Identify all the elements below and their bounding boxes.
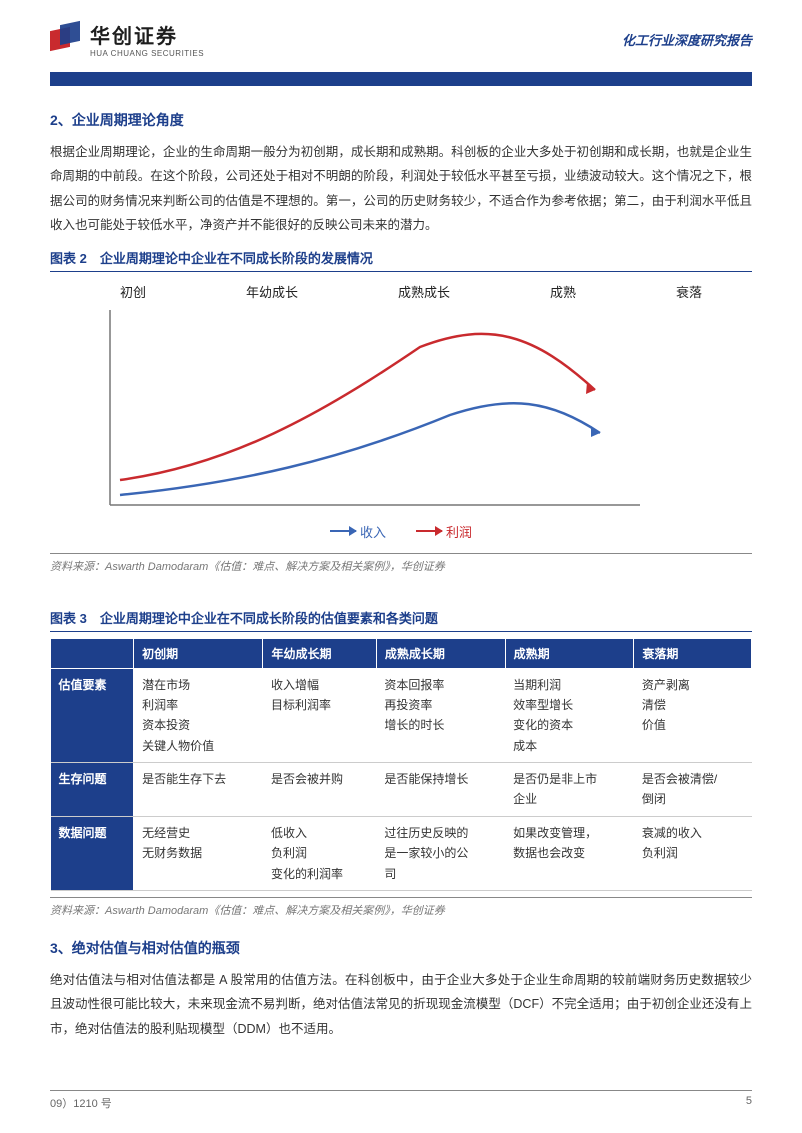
table-cell: 是否会被并购 bbox=[263, 763, 376, 817]
section-2-body: 根据企业周期理论，企业的生命周期一般分为初创期，成长期和成熟期。科创板的企业大多… bbox=[50, 140, 752, 238]
figure-3-title: 图表 3 企业周期理论中企业在不同成长阶段的估值要素和各类问题 bbox=[50, 608, 752, 632]
table-row: 数据问题无经营史无财务数据低收入负利润变化的利润率过往历史反映的是一家较小的公司… bbox=[51, 816, 752, 890]
footer-left: 09）1210 号 bbox=[50, 1095, 112, 1111]
stage-label: 初创 bbox=[120, 282, 146, 301]
table-cell: 收入增幅目标利润率 bbox=[263, 668, 376, 763]
lifecycle-curve-svg bbox=[90, 305, 650, 515]
stage-labels: 初创 年幼成长 成熟成长 成熟 衰落 bbox=[90, 282, 712, 305]
brand-en: HUA CHUANG SECURITIES bbox=[90, 49, 204, 58]
col-header: 成熟期 bbox=[505, 638, 634, 668]
logo-icon bbox=[50, 23, 82, 55]
table-cell: 潜在市场利润率资本投资关键人物价值 bbox=[134, 668, 263, 763]
section-3-title: 3、绝对估值与相对估值的瓶颈 bbox=[50, 938, 752, 958]
table-cell: 资本回报率再投资率增长的时长 bbox=[376, 668, 505, 763]
table-cell: 是否会被清偿/倒闭 bbox=[634, 763, 752, 817]
table-row: 估值要素潜在市场利润率资本投资关键人物价值收入增幅目标利润率资本回报率再投资率增… bbox=[51, 668, 752, 763]
legend-profit: 利润 bbox=[446, 522, 472, 541]
table-cell: 是否能保持增长 bbox=[376, 763, 505, 817]
legend-revenue: 收入 bbox=[360, 522, 386, 541]
chart-legend: 收入 利润 bbox=[90, 522, 712, 541]
header-bar bbox=[50, 72, 752, 86]
col-header: 衰落期 bbox=[634, 638, 752, 668]
stage-label: 年幼成长 bbox=[246, 282, 298, 301]
logo: 华创证券 HUA CHUANG SECURITIES bbox=[50, 20, 204, 58]
stage-label: 成熟成长 bbox=[398, 282, 450, 301]
table-cell: 是否仍是非上市企业 bbox=[505, 763, 634, 817]
page-footer: 09）1210 号 5 bbox=[50, 1090, 752, 1111]
legend-arrow-icon bbox=[416, 530, 442, 533]
row-header: 估值要素 bbox=[51, 668, 134, 763]
col-header bbox=[51, 638, 134, 668]
table-row: 生存问题是否能生存下去是否会被并购是否能保持增长是否仍是非上市企业是否会被清偿/… bbox=[51, 763, 752, 817]
col-header: 年幼成长期 bbox=[263, 638, 376, 668]
figure-2-source: 资料来源：Aswarth Damodaram《估值：难点、解决方案及相关案例》，… bbox=[50, 553, 752, 574]
table-cell: 过往历史反映的是一家较小的公司 bbox=[376, 816, 505, 890]
figure-3-table: 初创期 年幼成长期 成熟成长期 成熟期 衰落期 估值要素潜在市场利润率资本投资关… bbox=[50, 638, 752, 892]
table-cell: 是否能生存下去 bbox=[134, 763, 263, 817]
row-header: 生存问题 bbox=[51, 763, 134, 817]
row-header: 数据问题 bbox=[51, 816, 134, 890]
table-cell: 如果改变管理，数据也会改变 bbox=[505, 816, 634, 890]
page-number: 5 bbox=[746, 1095, 752, 1111]
section-2-title: 2、企业周期理论角度 bbox=[50, 110, 752, 130]
section-3-body: 绝对估值法与相对估值法都是 A 股常用的估值方法。在科创板中，由于企业大多处于企… bbox=[50, 968, 752, 1041]
table-cell: 衰减的收入负利润 bbox=[634, 816, 752, 890]
page-header: 华创证券 HUA CHUANG SECURITIES 化工行业深度研究报告 bbox=[0, 0, 802, 68]
table-cell: 当期利润效率型增长变化的资本成本 bbox=[505, 668, 634, 763]
table-cell: 低收入负利润变化的利润率 bbox=[263, 816, 376, 890]
table-cell: 资产剥离清偿价值 bbox=[634, 668, 752, 763]
figure-2-chart: 初创 年幼成长 成熟成长 成熟 衰落 收入 利润 bbox=[50, 272, 752, 547]
col-header: 成熟成长期 bbox=[376, 638, 505, 668]
figure-2-title: 图表 2 企业周期理论中企业在不同成长阶段的发展情况 bbox=[50, 248, 752, 272]
brand-cn: 华创证券 bbox=[90, 20, 204, 49]
stage-label: 成熟 bbox=[550, 282, 576, 301]
stage-label: 衰落 bbox=[676, 282, 702, 301]
legend-arrow-icon bbox=[330, 530, 356, 533]
table-header-row: 初创期 年幼成长期 成熟成长期 成熟期 衰落期 bbox=[51, 638, 752, 668]
table-cell: 无经营史无财务数据 bbox=[134, 816, 263, 890]
col-header: 初创期 bbox=[134, 638, 263, 668]
figure-3-source: 资料来源：Aswarth Damodaram《估值：难点、解决方案及相关案例》，… bbox=[50, 897, 752, 918]
report-type: 化工行业深度研究报告 bbox=[622, 30, 752, 49]
